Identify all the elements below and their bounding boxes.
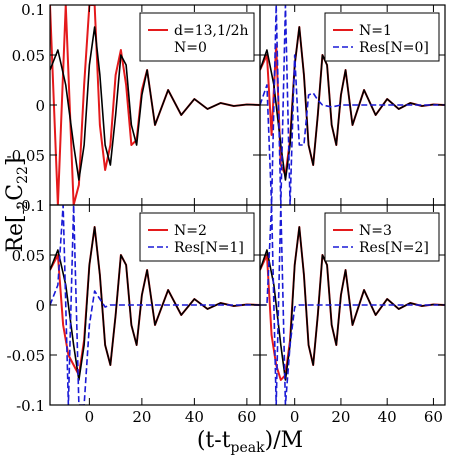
legend-box xyxy=(324,12,440,62)
x-tick-label: 60 xyxy=(424,408,443,426)
legend: d=13,1/2hN=0 xyxy=(139,12,255,62)
x-axis-label-tail: )/M xyxy=(265,428,304,453)
legend-label: Res[N=1] xyxy=(174,240,244,256)
panel-top-left: -0.1 -0.05 0 0.05 0.1 d=13,1/2hN=0 xyxy=(7,1,261,215)
x-tick-label: 0 xyxy=(290,408,300,426)
y-axis-label-mid: C xyxy=(3,184,28,201)
series-line-2 xyxy=(50,205,260,405)
legend-box xyxy=(324,212,440,262)
y-axis-label-sub1: -2 xyxy=(15,201,31,215)
y-tick-label: 0 xyxy=(35,97,45,115)
x-tick-label: 40 xyxy=(185,408,204,426)
series-line-2 xyxy=(260,205,445,405)
y-tick-label: 0.05 xyxy=(12,47,45,65)
series-line-1 xyxy=(260,226,445,381)
legend-label: N=0 xyxy=(174,40,207,56)
y-tick-label: -0.1 xyxy=(16,197,45,215)
legend-label: N=3 xyxy=(359,223,392,239)
series-line-2 xyxy=(260,5,445,205)
y-tick-label: 0.1 xyxy=(21,1,45,19)
x-tick-label: 60 xyxy=(237,408,256,426)
legend-label: d=13,1/2h xyxy=(174,23,249,39)
y-axis-label-tail: ] xyxy=(3,157,28,166)
legend-label: N=2 xyxy=(174,223,207,239)
x-axis-label-sub: peak xyxy=(231,440,266,456)
y-axis-label-main: Re[ xyxy=(3,214,28,252)
y-tick-label: -0.05 xyxy=(7,347,45,365)
series-group xyxy=(50,5,260,205)
y-tick-label: -0.1 xyxy=(16,397,45,415)
x-tick-label: 20 xyxy=(132,408,151,426)
series-group xyxy=(50,205,260,405)
x-tick-label: 0 xyxy=(85,408,95,426)
legend-label: Res[N=2] xyxy=(359,240,429,256)
legend-box xyxy=(139,212,255,262)
y-tick-label: 0 xyxy=(35,297,45,315)
x-axis-label: (t-tpeak)/M xyxy=(197,428,303,456)
series-line-1 xyxy=(50,26,260,181)
y-axis-label: Re[-2C22] xyxy=(3,157,31,252)
legend-label: N=1 xyxy=(359,23,392,39)
x-axis-label-main: (t-t xyxy=(197,428,231,453)
y-tick-label: -0.05 xyxy=(7,147,45,165)
y-tick-label: 0.05 xyxy=(12,247,45,265)
legend-label: Res[N=0] xyxy=(359,40,429,56)
series-line-1 xyxy=(260,26,445,181)
x-tick-label: 20 xyxy=(331,408,350,426)
y-axis-label-sub2: 22 xyxy=(15,166,31,184)
legend-box xyxy=(139,12,255,62)
x-tick-label: 40 xyxy=(378,408,397,426)
